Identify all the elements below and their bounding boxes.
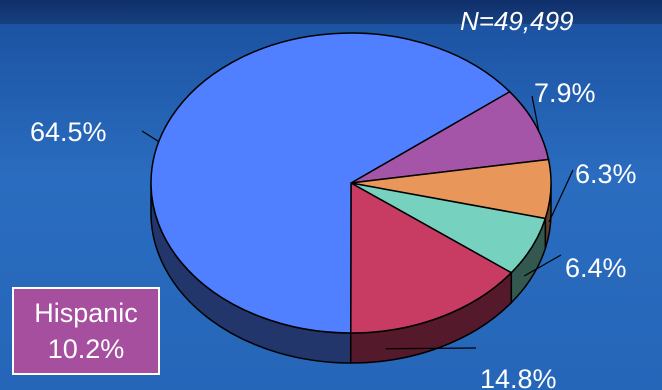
title-bar (0, 0, 662, 24)
callout-name: Hispanic (34, 298, 138, 328)
slice-label-4: 14.8% (480, 364, 557, 390)
hispanic-callout: Hispanic 10.2% (12, 287, 160, 375)
leader-line-0 (141, 130, 160, 143)
slice-label-0: 64.5% (30, 117, 107, 147)
slice-label-3: 6.4% (565, 253, 627, 283)
leader-line-1 (531, 95, 540, 132)
slice-4 (350, 181, 513, 334)
leader-line-3 (523, 254, 562, 277)
slice-0 (150, 32, 511, 334)
leader-line-2 (548, 169, 574, 223)
slice-label-1: 7.9% (534, 78, 596, 108)
sample-size-label: N=49,499 (460, 6, 574, 36)
callout-value: 10.2% (47, 334, 125, 364)
slice-label-2: 6.3% (575, 159, 637, 189)
slice-1 (350, 90, 550, 184)
leader-line-4 (385, 347, 477, 350)
